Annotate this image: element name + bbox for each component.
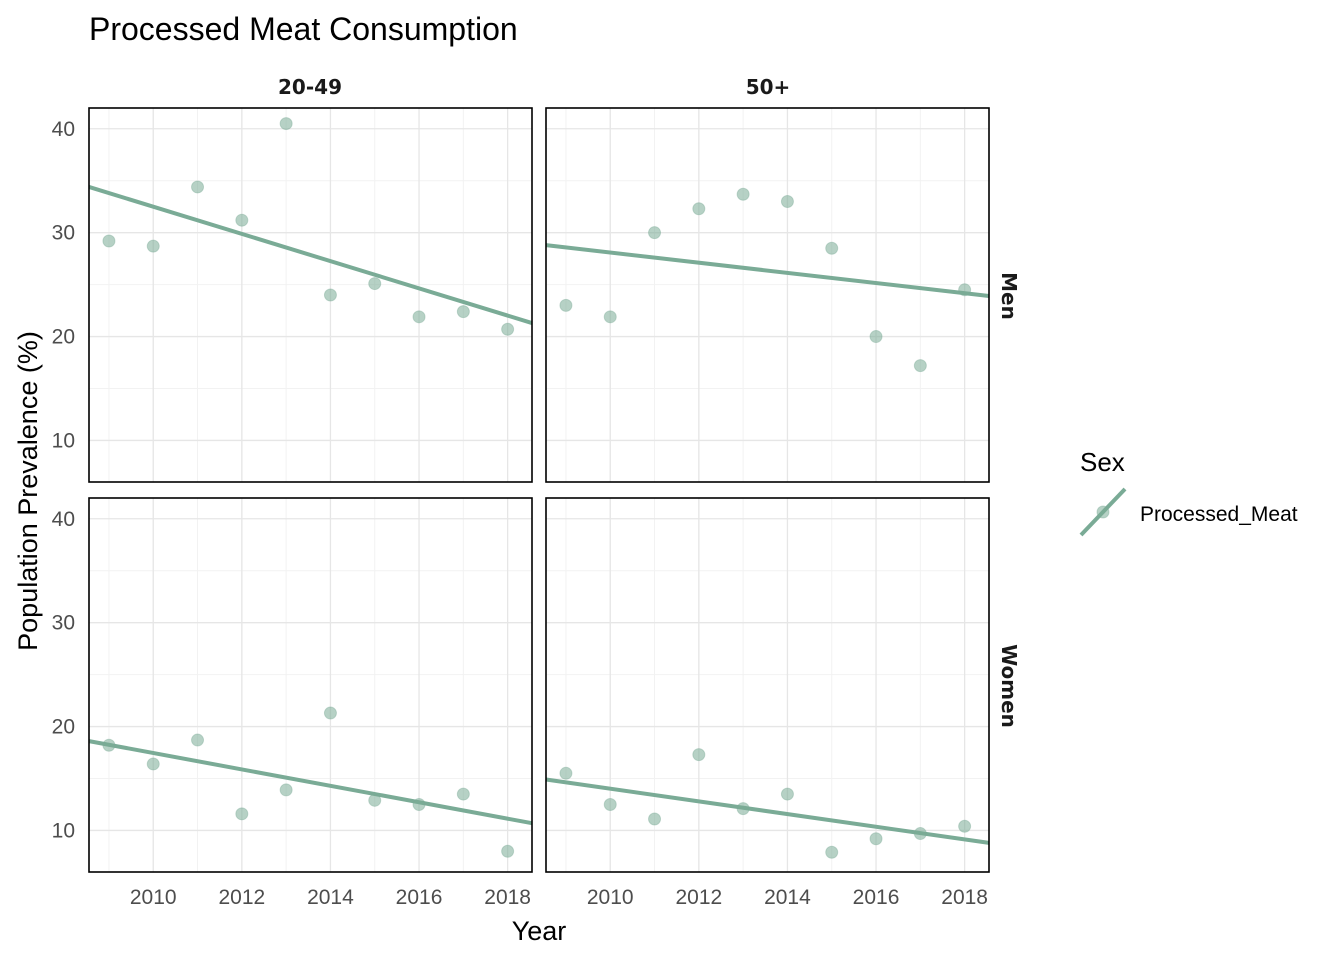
legend-label-processed-meat: Processed_Meat [1140, 503, 1298, 526]
trend-line [88, 185, 533, 325]
panel-border [88, 497, 533, 873]
panel-20-49-men: 10 20 30 40 [52, 107, 533, 483]
data-point [736, 187, 750, 201]
panel-20-49-women: 10 20 30 40 2010 2012 2014 2016 2018 [52, 497, 533, 909]
y-tick-label: 20 [52, 326, 75, 349]
data-point [501, 844, 515, 858]
y-tick-label: 40 [52, 508, 75, 531]
x-tick-label: 2014 [764, 886, 811, 909]
data-point [603, 310, 617, 324]
data-point [648, 226, 662, 240]
data-point [780, 787, 794, 801]
data-point [191, 733, 205, 747]
x-tick-label: 2012 [675, 886, 722, 909]
y-tick-label: 20 [52, 716, 75, 739]
panel-50plus-women: 2010 2012 2014 2016 2018 [545, 497, 990, 909]
y-axis-title: Population Prevalence (%) [13, 331, 43, 651]
data-point [692, 748, 706, 762]
legend-key-point [1096, 505, 1110, 519]
data-point [736, 802, 750, 816]
x-tick-label: 2016 [396, 886, 443, 909]
data-point [913, 827, 927, 841]
y-tick-label: 30 [52, 612, 75, 635]
chart-title: Processed Meat Consumption [89, 11, 518, 47]
data-point [102, 738, 116, 752]
y-tick-label: 40 [52, 118, 75, 141]
data-point [146, 239, 160, 253]
data-point [603, 797, 617, 811]
facet-strip-50plus: 50+ [746, 75, 791, 99]
y-tick-label: 10 [52, 429, 75, 452]
x-tick-label: 2014 [307, 886, 354, 909]
data-point [559, 766, 573, 780]
data-point [102, 234, 116, 248]
x-tick-label: 2012 [218, 886, 265, 909]
facet-strip-men: Men [997, 272, 1021, 320]
data-point [323, 706, 337, 720]
data-point [958, 283, 972, 297]
data-point [825, 241, 839, 255]
data-point [368, 793, 382, 807]
x-axis-title: Year [512, 916, 567, 946]
data-point [648, 812, 662, 826]
x-tick-label: 2010 [587, 886, 634, 909]
data-point [780, 195, 794, 208]
data-point [412, 797, 426, 811]
x-tick-label: 2018 [941, 886, 988, 909]
facet-strip-20-49: 20-49 [278, 75, 342, 99]
trend-line [88, 739, 533, 826]
data-point [501, 322, 515, 336]
data-point [279, 117, 293, 131]
data-point [456, 305, 470, 319]
data-point [825, 845, 839, 859]
y-tick-label: 10 [52, 819, 75, 842]
panel-50plus-men [545, 107, 990, 483]
data-point [412, 310, 426, 324]
data-point [692, 202, 706, 216]
data-point [869, 330, 883, 344]
x-tick-label: 2018 [484, 886, 531, 909]
x-tick-label: 2016 [853, 886, 900, 909]
data-point [368, 277, 382, 291]
legend-title: Sex [1080, 447, 1125, 477]
legend: Sex Processed_Meat [1079, 447, 1298, 537]
trend-line [545, 243, 990, 299]
x-tick-label: 2010 [130, 886, 177, 909]
data-point [146, 757, 160, 771]
y-tick-label: 30 [52, 222, 75, 245]
data-point [191, 180, 205, 194]
data-point [323, 288, 337, 302]
panel-border [545, 107, 990, 483]
data-point [869, 832, 883, 846]
data-point [913, 359, 927, 373]
data-point [958, 819, 972, 833]
data-point [235, 807, 249, 821]
panel-border [545, 497, 990, 873]
data-point [279, 783, 293, 797]
panel-border [88, 107, 533, 483]
data-point [235, 213, 249, 227]
data-point [456, 787, 470, 801]
facet-strip-women: Women [997, 644, 1021, 728]
data-point [559, 298, 573, 312]
